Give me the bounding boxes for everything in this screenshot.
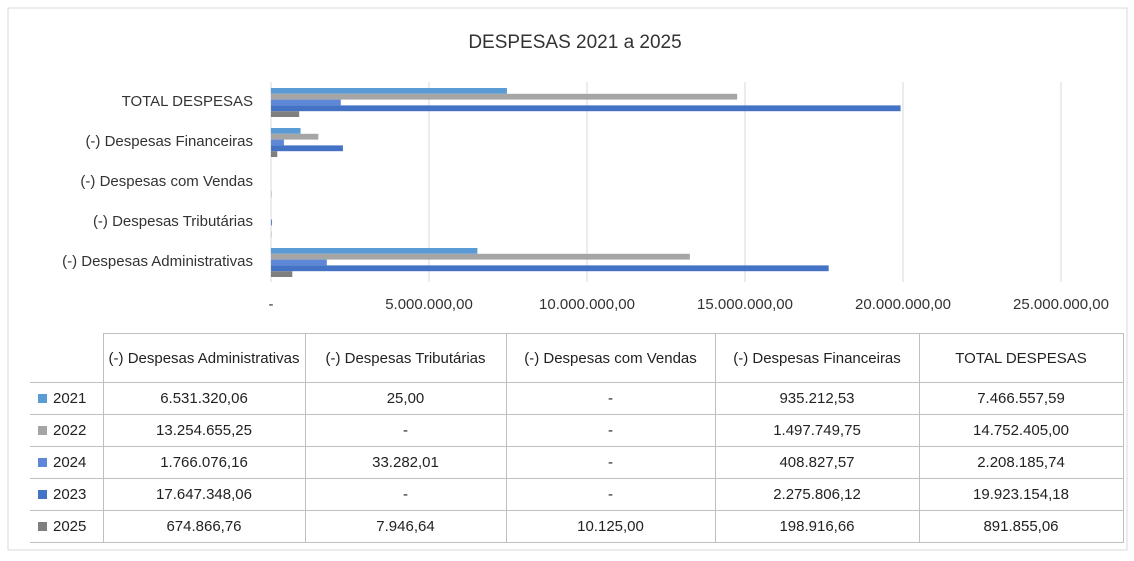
table-cell: - (505, 446, 716, 479)
table-cell: - (304, 478, 507, 511)
table-cell: 7.466.557,59 (918, 382, 1124, 415)
bar (271, 99, 341, 106)
y-tick-label: (-) Despesas com Vendas (80, 173, 253, 190)
legend-label: 2024 (53, 454, 87, 471)
y-tick-label: TOTAL DESPESAS (122, 93, 253, 110)
table-cell: 6.531.320,06 (102, 382, 306, 415)
column-header: (-) Despesas Administrativas (102, 333, 306, 383)
bar (271, 133, 319, 140)
legend-swatch (38, 522, 47, 531)
x-tick-label: - (269, 296, 274, 313)
column-header: (-) Despesas Financeiras (714, 333, 920, 383)
table-cell: 935.212,53 (714, 382, 920, 415)
legend-cell: 2025 (30, 510, 104, 543)
legend-cell: 2023 (30, 478, 104, 511)
legend-label: 2023 (53, 486, 87, 503)
table-cell: 2.275.806,12 (714, 478, 920, 511)
table-cell: 13.254.655,25 (102, 414, 306, 447)
table-cell: 33.282,01 (304, 446, 507, 479)
bar (271, 93, 738, 100)
bar (271, 265, 829, 272)
legend-label: 2021 (53, 390, 87, 407)
table-cell: 1.497.749,75 (714, 414, 920, 447)
bar (271, 219, 273, 226)
table-cell: 891.855,06 (918, 510, 1124, 543)
legend-swatch (38, 458, 47, 467)
table-cell: 2.208.185,74 (918, 446, 1124, 479)
legend-cell: 2021 (30, 382, 104, 415)
y-tick-label: (-) Despesas Administrativas (62, 253, 253, 270)
table-cell: 10.125,00 (505, 510, 716, 543)
table-row: 2023 17.647.348,06- -2.275.806,12 19.923.15… (30, 478, 1124, 511)
legend-swatch (38, 490, 47, 499)
legend-label: 2022 (53, 422, 87, 439)
bar (271, 145, 343, 152)
table-cell: 17.647.348,06 (102, 478, 306, 511)
table-cell: - (505, 414, 716, 447)
bar (271, 271, 293, 277)
column-header: (-) Despesas Tributárias (304, 333, 507, 383)
column-header: (-) Despesas com Vendas (505, 333, 716, 383)
bar (271, 111, 300, 117)
x-tick-label: 15.000.000,00 (697, 296, 793, 313)
bar (271, 128, 301, 134)
table-row: 2024 1.766.076,16 33.282,01-408.827,57 2.20… (30, 446, 1124, 479)
y-tick-label: (-) Despesas Financeiras (85, 133, 253, 150)
y-tick-label: (-) Despesas Tributárias (93, 213, 253, 230)
chart-frame (7, 7, 1128, 551)
bar (271, 151, 278, 157)
x-tick-label: 10.000.000,00 (539, 296, 635, 313)
header-row: (-) Despesas Administrativas (-) Despesas… (30, 333, 1124, 383)
table-row: 2022 13.254.655,25- -1.497.749,75 14.752.40… (30, 414, 1124, 447)
table-row: 2025 674.866,76 7.946,64 10.125,00 198.916,6… (30, 510, 1124, 543)
bar (271, 253, 690, 260)
x-tick-label: 20.000.000,00 (855, 296, 951, 313)
table-cell: 198.916,66 (714, 510, 920, 543)
legend-swatch (38, 394, 47, 403)
table-cell: 674.866,76 (102, 510, 306, 543)
bar (271, 105, 901, 112)
bar (271, 259, 327, 266)
table-cell: 7.946,64 (304, 510, 507, 543)
table-cell: - (304, 414, 507, 447)
x-tick-label: 25.000.000,00 (1013, 296, 1109, 313)
x-tick-label: 5.000.000,00 (385, 296, 473, 313)
table-cell: - (505, 382, 716, 415)
legend-swatch (38, 426, 47, 435)
table-cell: 14.752.405,00 (918, 414, 1124, 447)
table-cell: 1.766.076,16 (102, 446, 306, 479)
bar (271, 248, 478, 254)
corner-cell (30, 333, 104, 383)
table-cell: 19.923.154,18 (918, 478, 1124, 511)
data-table: (-) Despesas Administrativas (-) Despesas… (30, 333, 1124, 543)
bar (271, 88, 507, 94)
legend-cell: 2024 (30, 446, 104, 479)
column-header: TOTAL DESPESAS (918, 333, 1124, 383)
bar (271, 139, 284, 146)
table-cell: 408.827,57 (714, 446, 920, 479)
table-row: 2021 6.531.320,06 25,00-935.212,53 7.466.55… (30, 382, 1124, 415)
legend-label: 2025 (53, 518, 87, 535)
legend-cell: 2022 (30, 414, 104, 447)
chart-title: DESPESAS 2021 a 2025 (468, 32, 681, 53)
table-cell: 25,00 (304, 382, 507, 415)
table-cell: - (505, 478, 716, 511)
